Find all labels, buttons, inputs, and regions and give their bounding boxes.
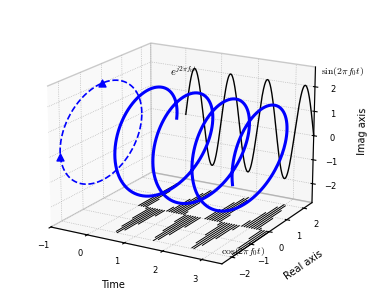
X-axis label: Time: Time	[102, 280, 125, 290]
Y-axis label: Real axis: Real axis	[282, 249, 324, 282]
